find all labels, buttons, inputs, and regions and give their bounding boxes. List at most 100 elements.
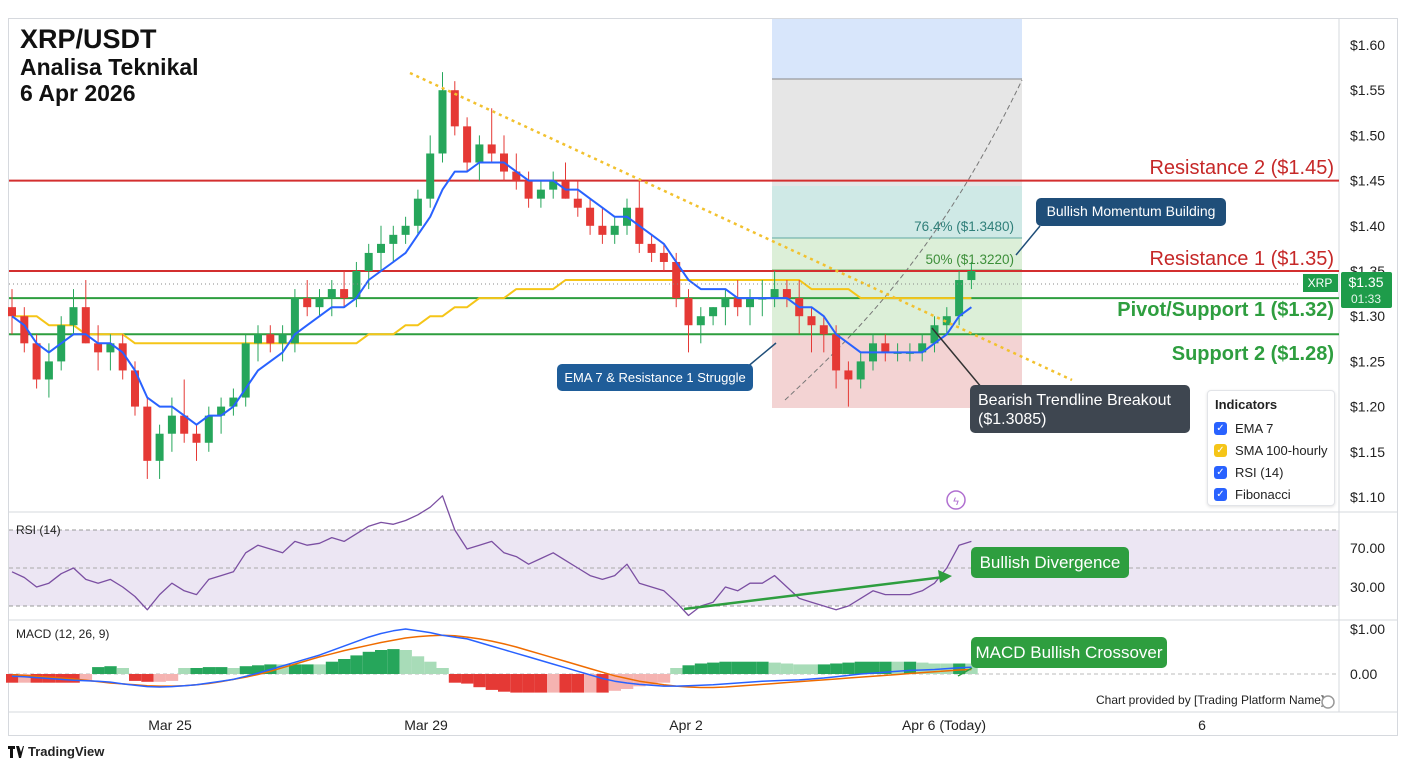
candle-body — [217, 406, 226, 416]
candle-body — [598, 225, 607, 235]
candle-body — [204, 415, 213, 443]
candle-body — [672, 261, 681, 299]
macd-histogram-bar — [6, 674, 19, 683]
candle-body — [512, 171, 521, 181]
candle-body — [438, 90, 447, 154]
chart-credit: Chart provided by [Trading Platform Name… — [1096, 693, 1324, 707]
time-tick-mar29: Mar 29 — [404, 717, 448, 733]
macd-histogram-bar — [362, 651, 375, 674]
macd-histogram-bar — [534, 674, 548, 693]
candle-body — [955, 280, 964, 317]
rsi-label: RSI (14) — [16, 523, 61, 537]
macd-histogram-bar — [719, 661, 732, 674]
bearish-breakout-text-1: Bearish Trendline Breakout — [978, 392, 1172, 409]
candle-body — [352, 271, 361, 299]
macd-histogram-bar — [682, 665, 695, 674]
macd-histogram-bar — [559, 674, 572, 693]
price-tick-label: $1.25 — [1350, 353, 1385, 369]
macd-histogram-bar — [879, 661, 892, 674]
candle-body — [266, 334, 275, 344]
candle-body — [807, 316, 816, 326]
candle-body — [586, 207, 595, 226]
candle-body — [709, 307, 718, 317]
lightning-icon[interactable] — [946, 490, 966, 510]
candle-body — [733, 298, 742, 308]
legend-item-fib[interactable]: ✓ Fibonacci — [1214, 483, 1328, 505]
checkbox-icon[interactable]: ✓ — [1214, 421, 1227, 435]
candle-body — [610, 225, 619, 235]
checkbox-icon[interactable]: ✓ — [1214, 443, 1227, 457]
macd-histogram-bar — [830, 663, 843, 674]
macd-histogram-bar — [202, 667, 216, 674]
macd-tick-zero: 0.00 — [1350, 666, 1377, 682]
time-tick-mar25: Mar 25 — [148, 717, 192, 733]
macd-histogram-bar — [522, 674, 535, 693]
chart-subtitle: Analisa Teknikal — [20, 54, 199, 80]
price-tick-label: $1.40 — [1350, 218, 1385, 234]
macd-crossover-text: MACD Bullish Crossover — [975, 643, 1162, 662]
time-tick-apr2: Apr 2 — [669, 717, 703, 733]
candle-body — [44, 361, 53, 380]
candle-body — [450, 90, 459, 127]
legend-item-sma[interactable]: ✓ SMA 100-hourly — [1214, 439, 1328, 461]
bullish-momentum-text: Bullish Momentum Building — [1047, 203, 1216, 219]
candle-body — [782, 289, 791, 299]
tradingview-brand[interactable]: TradingView — [8, 744, 104, 759]
candle-body — [254, 334, 262, 344]
divergence-arrowhead — [938, 570, 952, 583]
macd-histogram-bar — [707, 662, 720, 674]
macd-histogram-bar — [436, 668, 449, 674]
legend-item-rsi[interactable]: ✓ RSI (14) — [1214, 461, 1328, 483]
macd-label: MACD (12, 26, 9) — [16, 627, 109, 641]
candle-body — [930, 325, 939, 344]
rsi-tick-30: 30.00 — [1350, 579, 1385, 595]
bullish-momentum-pointer — [1015, 225, 1041, 256]
macd-histogram-bar — [657, 674, 671, 683]
price-tick-label: $1.30 — [1350, 308, 1385, 324]
candle-body — [180, 415, 189, 434]
macd-histogram-bar — [411, 656, 425, 674]
legend-title: Indicators — [1215, 397, 1278, 412]
candle-body — [721, 298, 730, 308]
macd-histogram-bar — [141, 674, 154, 682]
time-tick-apr6: Apr 6 (Today) — [902, 717, 986, 733]
macd-histogram-bar — [670, 668, 683, 674]
ema-struggle-pointer — [745, 342, 777, 369]
macd-histogram-bar — [92, 667, 105, 674]
macd-crossover-pointer — [957, 667, 973, 677]
bullish-momentum-box — [1036, 198, 1226, 226]
macd-histogram-bar — [867, 661, 880, 674]
candle-body — [487, 144, 496, 154]
macd-histogram-bar — [793, 664, 806, 674]
macd-histogram-bar — [424, 661, 437, 674]
support-2-label: Support 2 ($1.28) — [1172, 343, 1334, 365]
macd-histogram-bar — [903, 661, 917, 674]
macd-histogram-bar — [301, 664, 314, 674]
macd-histogram-bar — [165, 674, 179, 681]
macd-histogram-bar — [731, 661, 744, 674]
macd-histogram-bar — [768, 662, 781, 674]
checkbox-icon[interactable]: ✓ — [1214, 465, 1227, 479]
chart-date: 6 Apr 2026 — [20, 80, 136, 106]
candle-body — [303, 298, 312, 308]
divergence-arrow — [683, 575, 945, 611]
macd-histogram-bar — [916, 662, 929, 674]
candle-body — [573, 198, 582, 208]
projection-curve — [784, 79, 1023, 401]
macd-histogram-bar — [756, 661, 769, 674]
resistance-2-label: Resistance 2 ($1.45) — [1149, 157, 1334, 179]
macd-histogram-bar — [780, 663, 794, 674]
fib-zone-top — [772, 19, 1022, 79]
candle-body — [856, 361, 865, 380]
candle-body — [475, 144, 484, 163]
macd-histogram-bar — [817, 664, 831, 674]
macd-histogram-bar — [953, 663, 966, 674]
settings-icon[interactable] — [1321, 695, 1335, 709]
resistance-1-label: Resistance 1 ($1.35) — [1149, 248, 1334, 270]
candle-body — [647, 243, 656, 253]
candle-body — [8, 307, 16, 317]
price-tick-label: $1.50 — [1350, 127, 1385, 143]
legend-item-ema[interactable]: ✓ EMA 7 — [1214, 417, 1328, 439]
checkbox-icon[interactable]: ✓ — [1214, 487, 1227, 501]
